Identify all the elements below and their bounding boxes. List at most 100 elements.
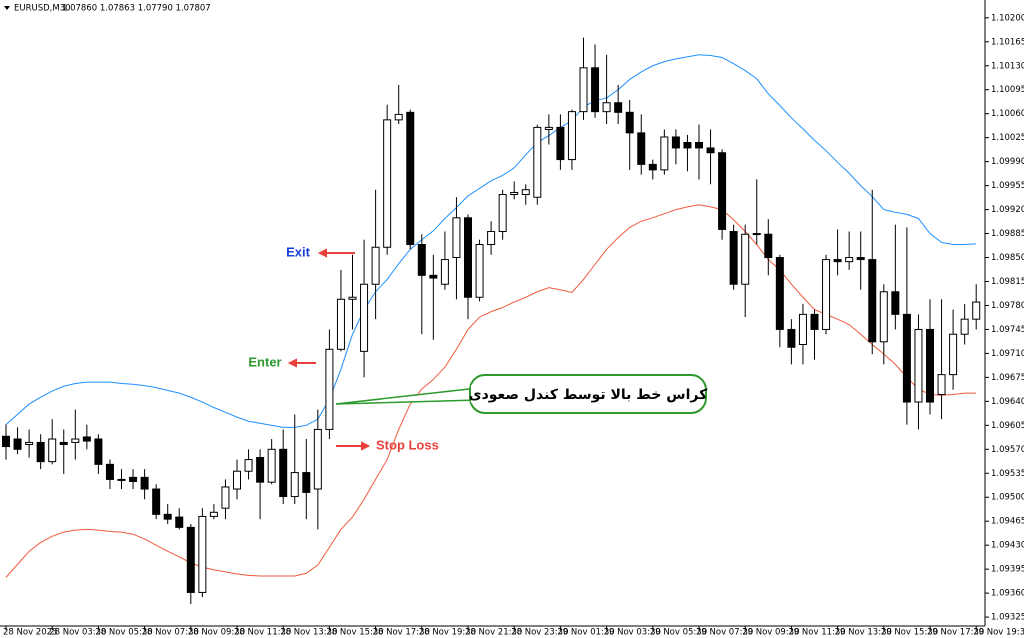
candle-body (417, 244, 426, 276)
y-tick-label: 1.09465 (991, 517, 1024, 527)
candle-body (902, 313, 911, 403)
candle-body (406, 111, 415, 246)
x-tick-label: 28 Nov 17:30 (373, 628, 430, 638)
stop-loss-label: Stop Loss (376, 437, 439, 452)
candle-body (868, 259, 877, 343)
candle-body (244, 459, 253, 472)
candle-body (775, 257, 784, 330)
x-tick-label: 28 Nov 15:30 (326, 628, 383, 638)
y-tick-label: 1.10060 (991, 109, 1024, 119)
candle-body (879, 291, 888, 343)
candle-body (810, 313, 819, 330)
y-tick-label: 1.09850 (991, 253, 1024, 263)
candle-body (602, 102, 611, 113)
callout-joint (471, 385, 483, 403)
candle-body (591, 67, 600, 113)
candle-body (383, 119, 392, 248)
candle-body (926, 328, 934, 403)
candle-body (729, 230, 738, 285)
x-tick-label: 28 Nov 13:30 (280, 628, 337, 638)
candle-body (972, 301, 981, 320)
candle-body (313, 428, 322, 490)
x-tick-label: 29 Nov 17:30 (927, 628, 984, 638)
candle-body (394, 113, 403, 121)
candle-body (706, 147, 715, 154)
x-tick-label: 28 Nov 19:30 (419, 628, 476, 638)
candle-body (683, 141, 692, 149)
y-tick-label: 1.09885 (991, 229, 1024, 239)
candle-body (59, 441, 68, 446)
y-tick-label: 1.09500 (991, 493, 1024, 503)
y-tick-label: 1.10130 (991, 61, 1024, 71)
candle-body (510, 191, 519, 196)
candle-body (25, 441, 34, 446)
y-tick-label: 1.09430 (991, 541, 1024, 551)
candle-body (140, 476, 149, 490)
candle-body (544, 126, 553, 130)
y-tick-label: 1.10200 (991, 13, 1024, 23)
chart-title: EURUSD,M30 (14, 4, 71, 14)
candle-body (256, 457, 265, 483)
y-tick-label: 1.09605 (991, 421, 1024, 431)
candle-body (2, 435, 10, 448)
candle-body (221, 486, 230, 509)
y-tick-label: 1.10165 (991, 37, 1024, 47)
candle-body (533, 126, 542, 198)
callout-text: کراس خط بالا توسط کندل صعودی (469, 387, 708, 403)
candle-body (13, 438, 22, 450)
candle-body (209, 511, 218, 517)
candle-body (464, 217, 472, 298)
candle-body (625, 111, 634, 134)
candle-body (371, 246, 380, 285)
y-tick-label: 1.09780 (991, 301, 1024, 311)
stop-loss-arrow (336, 441, 371, 451)
y-tick-label: 1.09955 (991, 181, 1024, 191)
candle-body (348, 296, 357, 300)
y-tick-label: 1.09325 (991, 613, 1024, 623)
candle-body (475, 244, 484, 298)
candle-body (579, 67, 588, 113)
candle-body (105, 463, 114, 480)
candle-body (360, 283, 369, 352)
candle-body (429, 274, 438, 279)
candle-body (521, 189, 530, 196)
x-tick-label: 28 Nov 11:30 (234, 628, 291, 638)
candle-body (752, 233, 761, 236)
candle-body (302, 472, 311, 493)
candle-body (949, 333, 958, 376)
exit-arrow (317, 248, 355, 258)
callout-box (469, 374, 707, 414)
x-tick-label: 29 Nov 05:30 (650, 628, 707, 638)
y-tick-label: 1.09815 (991, 277, 1024, 287)
candle-body (787, 328, 796, 348)
y-tick-label: 1.09395 (991, 565, 1024, 575)
candle-body (279, 448, 288, 498)
y-tick-label: 1.09920 (991, 205, 1024, 215)
y-tick-label: 1.10095 (991, 85, 1024, 95)
x-tick-label: 29 Nov 13:30 (835, 628, 892, 638)
x-tick-label: 29 Nov 19:30 (973, 628, 1024, 638)
x-tick-label: 28 Nov 05:30 (95, 628, 152, 638)
x-tick-label: 29 Nov 07:30 (696, 628, 753, 638)
y-tick-label: 1.09745 (991, 325, 1024, 335)
enter-label: Enter (248, 354, 281, 369)
candle-body (198, 515, 207, 593)
y-tick-label: 1.09535 (991, 469, 1024, 479)
candle-body (648, 163, 657, 171)
x-tick-label: 29 Nov 03:30 (604, 628, 661, 638)
y-tick-label: 1.09640 (991, 397, 1024, 407)
candle-body (671, 136, 680, 149)
candle-body (117, 478, 126, 481)
x-tick-label: 28 Nov 23:30 (511, 628, 568, 638)
candle-body (129, 476, 138, 482)
x-tick-label: 28 Nov 07:30 (142, 628, 199, 638)
candle-body (452, 217, 461, 259)
y-tick-label: 1.09570 (991, 445, 1024, 455)
y-tick-label: 1.09675 (991, 373, 1024, 383)
candle-body (71, 438, 80, 443)
x-tick-label: 29 Nov 11:30 (788, 628, 845, 638)
x-tick-label: 29 Nov 01:30 (557, 628, 614, 638)
quote-line: 1.07860 1.07863 1.07790 1.07807 (62, 4, 211, 14)
